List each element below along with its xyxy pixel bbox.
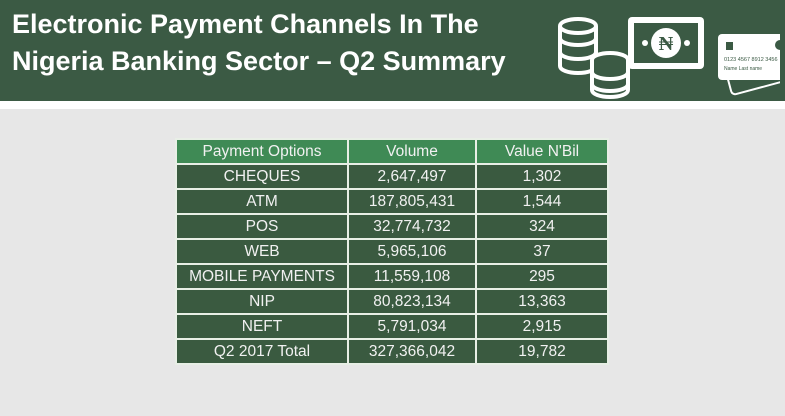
payment-option-cell: MOBILE PAYMENTS <box>175 263 349 290</box>
value-cell: 19,782 <box>475 338 609 365</box>
table-row: NIP 80,823,134 13,363 <box>175 288 609 315</box>
svg-text:Name Last name: Name Last name <box>724 66 762 72</box>
payment-channels-table: Payment Options Volume Value N'Bil CHEQU… <box>175 138 609 365</box>
table-row: CHEQUES 2,647,497 1,302 <box>175 163 609 190</box>
value-cell: 37 <box>475 238 609 265</box>
credit-card-icon: 0123 4567 8912 3456 Name Last name <box>718 34 780 96</box>
table-row: MOBILE PAYMENTS 11,559,108 295 <box>175 263 609 290</box>
volume-cell: 187,805,431 <box>347 188 477 215</box>
payment-option-cell: Q2 2017 Total <box>175 338 349 365</box>
svg-text:₦: ₦ <box>659 33 674 55</box>
table-header-row: Payment Options Volume Value N'Bil <box>175 138 609 165</box>
total-row: Q2 2017 Total 327,366,042 19,782 <box>175 338 609 365</box>
payment-option-cell: WEB <box>175 238 349 265</box>
volume-cell: 5,791,034 <box>347 313 477 340</box>
volume-cell: 327,366,042 <box>347 338 477 365</box>
payment-illustration: ₦ 0123 4567 8912 3456 Name Last name <box>558 17 780 100</box>
payment-option-cell: CHEQUES <box>175 163 349 190</box>
volume-cell: 80,823,134 <box>347 288 477 315</box>
divider <box>0 101 785 109</box>
value-cell: 324 <box>475 213 609 240</box>
payment-option-cell: NEFT <box>175 313 349 340</box>
svg-text:0123 4567 8912 3456: 0123 4567 8912 3456 <box>724 57 778 63</box>
page-title: Electronic Payment Channels In The Niger… <box>12 9 506 76</box>
payment-option-cell: ATM <box>175 188 349 215</box>
table-row: ATM 187,805,431 1,544 <box>175 188 609 215</box>
volume-cell: 5,965,106 <box>347 238 477 265</box>
table-row: NEFT 5,791,034 2,915 <box>175 313 609 340</box>
column-header-payment-options: Payment Options <box>175 138 349 165</box>
payment-option-cell: POS <box>175 213 349 240</box>
volume-cell: 2,647,497 <box>347 163 477 190</box>
coins-icon <box>558 17 630 100</box>
table-row: WEB 5,965,106 37 <box>175 238 609 265</box>
volume-cell: 32,774,732 <box>347 213 477 240</box>
value-cell: 1,544 <box>475 188 609 215</box>
column-header-value: Value N'Bil <box>475 138 609 165</box>
column-header-volume: Volume <box>347 138 477 165</box>
value-cell: 295 <box>475 263 609 290</box>
banknote-icon: ₦ <box>628 17 704 69</box>
value-cell: 13,363 <box>475 288 609 315</box>
header-banner: Electronic Payment Channels In The Niger… <box>0 0 785 101</box>
payment-option-cell: NIP <box>175 288 349 315</box>
value-cell: 1,302 <box>475 163 609 190</box>
table-row: POS 32,774,732 324 <box>175 213 609 240</box>
volume-cell: 11,559,108 <box>347 263 477 290</box>
value-cell: 2,915 <box>475 313 609 340</box>
